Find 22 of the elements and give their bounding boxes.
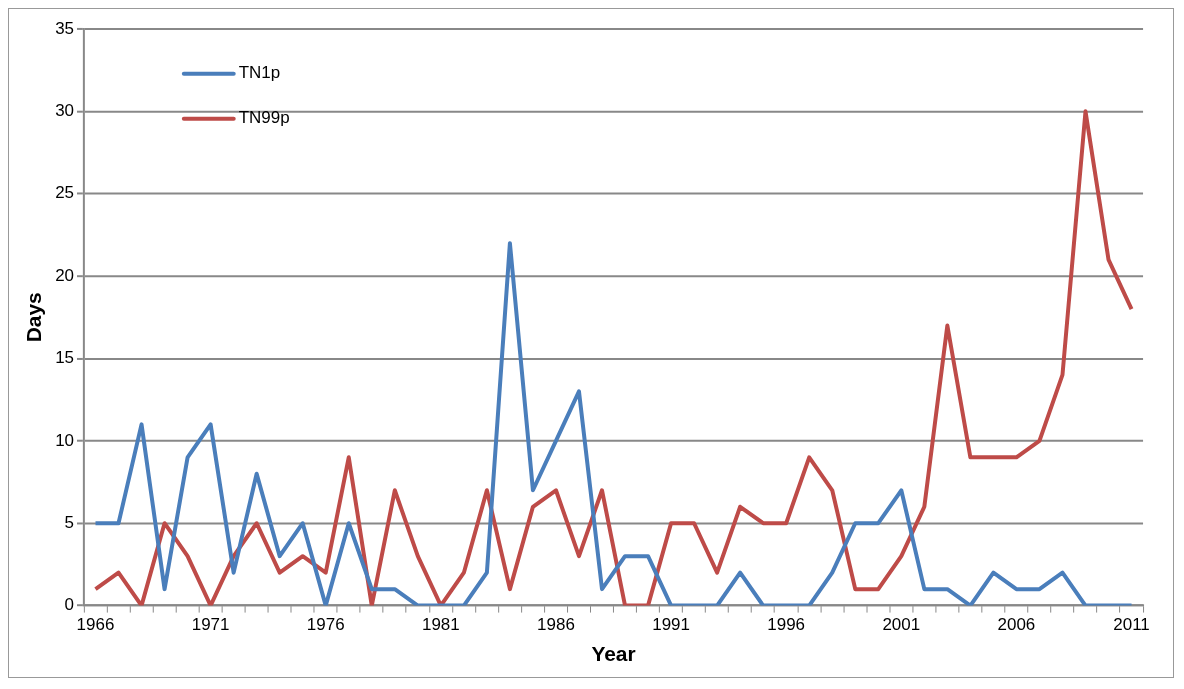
x-axis-title: Year [591,642,636,666]
y-tick-label: 35 [55,18,74,38]
x-tick-label: 1986 [537,615,575,635]
y-tick-label: 30 [55,101,74,120]
x-tick-label: 1976 [306,615,345,635]
x-tick-label: 2001 [882,615,921,635]
y-tick-label: 10 [55,430,74,450]
x-tick-label: 1971 [191,615,230,635]
legend-label: TN99p [238,108,290,128]
x-tick-label: 1966 [76,615,115,635]
y-tick-label: 25 [55,183,74,203]
y-axis-title: Days [22,292,46,343]
legend-label: TN1p [238,63,281,83]
x-tick-label: 1981 [421,615,460,635]
y-tick-label: 20 [55,265,74,285]
x-tick-label: 1996 [767,615,806,635]
y-tick-label: 5 [64,512,74,532]
x-tick-label: 2006 [997,615,1036,635]
y-tick-label: 0 [64,595,74,615]
x-tick-label: 2011 [1113,615,1150,635]
x-tick-label: 1991 [652,615,690,635]
y-tick-label: 15 [55,348,74,368]
